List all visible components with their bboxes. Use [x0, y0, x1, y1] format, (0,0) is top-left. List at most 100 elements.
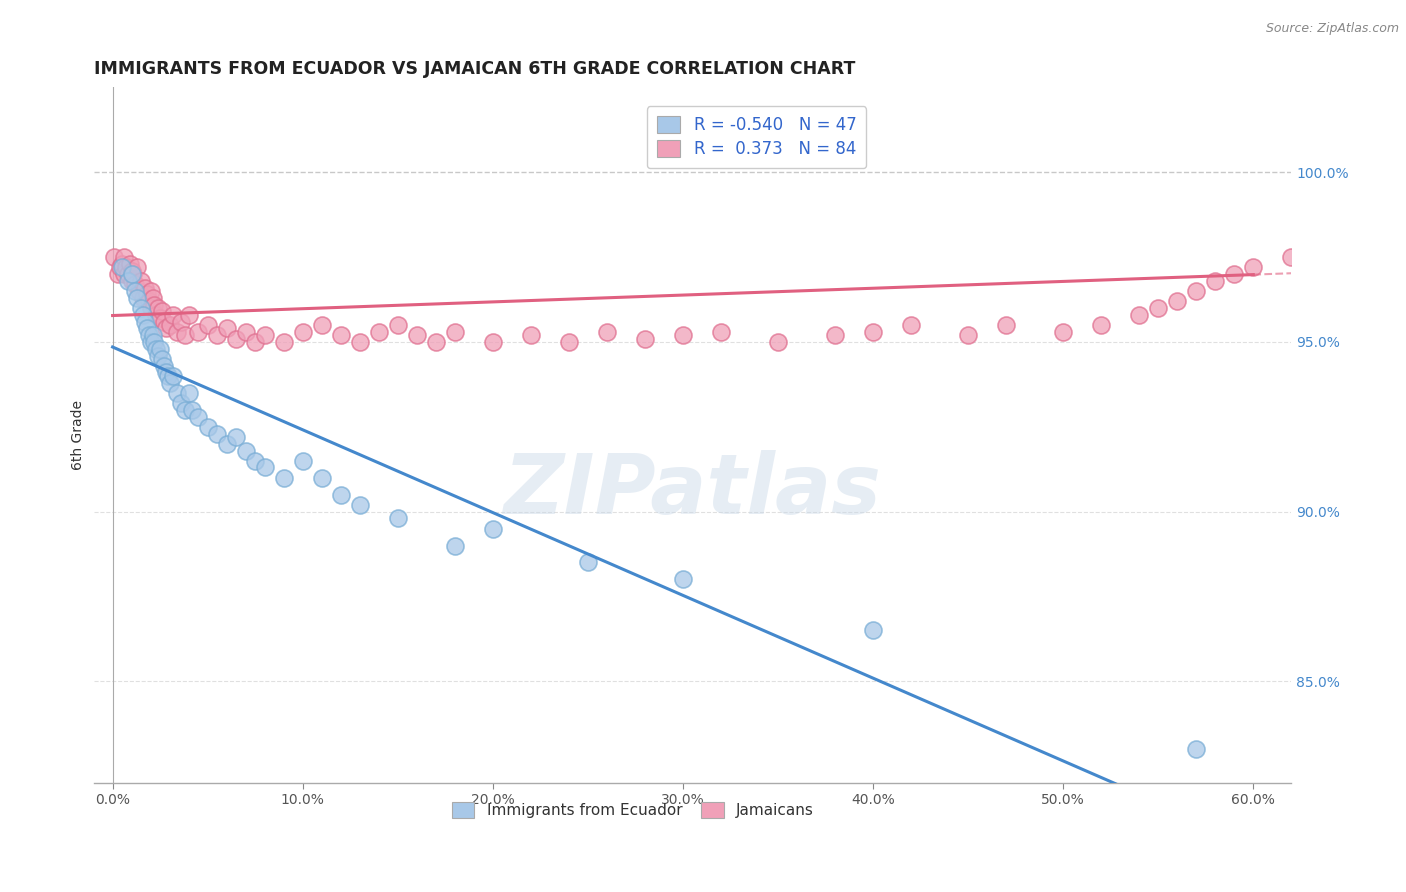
Point [672, 573, 695, 587]
Point [129, 301, 152, 315]
Text: IMMIGRANTS FROM ECUADOR VS JAMAICAN 6TH GRADE CORRELATION CHART: IMMIGRANTS FROM ECUADOR VS JAMAICAN 6TH … [94, 60, 855, 78]
Point [957, 328, 980, 343]
Point [181, 402, 204, 417]
Point [1279, 250, 1302, 264]
Point [273, 334, 295, 349]
Point [141, 291, 163, 305]
Y-axis label: 6th Grade: 6th Grade [72, 401, 86, 470]
Point [1241, 260, 1264, 275]
Point [177, 385, 200, 400]
Point [243, 453, 266, 467]
Point [1128, 308, 1150, 322]
Point [367, 325, 389, 339]
Point [177, 308, 200, 322]
Point [425, 334, 447, 349]
Point [634, 332, 657, 346]
Point [1166, 294, 1188, 309]
Point [153, 359, 176, 373]
Point [710, 325, 733, 339]
Point [121, 274, 143, 288]
Point [197, 419, 219, 434]
Point [482, 522, 505, 536]
Point [111, 257, 134, 271]
Point [558, 334, 581, 349]
Point [139, 301, 162, 315]
Point [235, 443, 257, 458]
Point [170, 396, 193, 410]
Point [1147, 301, 1170, 315]
Point [143, 334, 166, 349]
Point [139, 334, 162, 349]
Point [187, 409, 209, 424]
Point [995, 318, 1018, 332]
Point [173, 402, 195, 417]
Point [215, 321, 238, 335]
Point [107, 267, 129, 281]
Point [215, 436, 238, 450]
Point [149, 342, 172, 356]
Point [596, 325, 619, 339]
Point [482, 334, 505, 349]
Point [862, 624, 884, 638]
Point [225, 430, 247, 444]
Point [1223, 267, 1246, 281]
Legend: Immigrants from Ecuador, Jamaicans: Immigrants from Ecuador, Jamaicans [446, 796, 820, 824]
Point [349, 498, 371, 512]
Point [155, 366, 177, 380]
Point [156, 368, 179, 383]
Point [138, 328, 160, 343]
Point [1185, 284, 1208, 298]
Point [162, 368, 184, 383]
Point [405, 328, 427, 343]
Point [132, 291, 155, 305]
Point [349, 334, 371, 349]
Point [253, 328, 276, 343]
Point [155, 321, 177, 335]
Point [443, 325, 465, 339]
Point [387, 511, 409, 525]
Point [197, 318, 219, 332]
Point [162, 308, 184, 322]
Point [127, 291, 149, 305]
Point [1185, 742, 1208, 756]
Point [122, 267, 145, 281]
Point [1204, 274, 1226, 288]
Point [672, 328, 695, 343]
Point [766, 334, 789, 349]
Point [108, 260, 131, 275]
Point [1395, 216, 1406, 230]
Point [121, 267, 143, 281]
Point [159, 318, 181, 332]
Point [291, 325, 314, 339]
Point [121, 263, 143, 277]
Point [148, 301, 170, 315]
Point [311, 471, 333, 485]
Point [520, 328, 543, 343]
Point [243, 334, 266, 349]
Point [134, 315, 156, 329]
Point [111, 260, 134, 275]
Point [112, 250, 135, 264]
Point [824, 328, 846, 343]
Point [153, 315, 176, 329]
Point [141, 328, 163, 343]
Point [117, 274, 139, 288]
Point [170, 315, 193, 329]
Point [329, 488, 352, 502]
Point [139, 284, 162, 298]
Point [103, 250, 125, 264]
Point [225, 332, 247, 346]
Point [112, 267, 135, 281]
Point [143, 298, 166, 312]
Point [166, 325, 188, 339]
Point [117, 267, 139, 281]
Point [329, 328, 352, 343]
Point [149, 311, 172, 326]
Point [253, 460, 276, 475]
Point [173, 328, 195, 343]
Point [148, 349, 170, 363]
Point [311, 318, 333, 332]
Point [443, 539, 465, 553]
Point [159, 376, 181, 390]
Point [900, 318, 922, 332]
